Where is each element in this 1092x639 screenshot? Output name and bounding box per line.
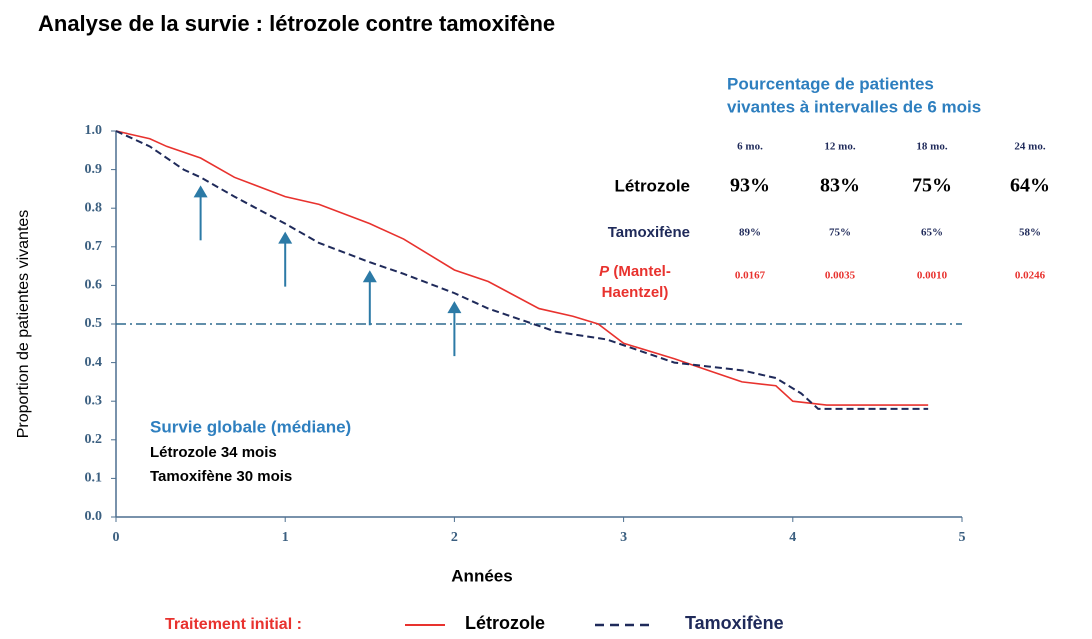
x-tick-label: 0 [113, 530, 120, 545]
row-label-line: (Mantel- [613, 263, 671, 280]
column-header: 6 mo. [737, 141, 763, 153]
x-tick-label: 3 [620, 530, 627, 545]
table-value: 58% [1019, 227, 1041, 239]
table-value: 0.0246 [1015, 270, 1046, 282]
legend-label: Létrozole [465, 613, 545, 633]
y-tick-label: 0.7 [85, 239, 103, 254]
column-header: 12 mo. [824, 141, 855, 153]
row-label-line: Haentzel) [602, 284, 669, 301]
x-tick-label: 5 [959, 530, 966, 545]
arrow-head [278, 231, 293, 244]
x-axis-label: Années [451, 566, 512, 585]
table-value: 0.0167 [735, 270, 766, 282]
table-title: vivantes à intervalles de 6 mois [727, 97, 981, 116]
median-title: Survie globale (médiane) [150, 417, 351, 436]
p-label: P [599, 263, 610, 280]
table-value: 0.0010 [917, 270, 948, 282]
row-label: Tamoxifène [608, 224, 690, 241]
table-value: 65% [921, 227, 943, 239]
table-value: 75% [829, 227, 851, 239]
column-header: 18 mo. [916, 141, 947, 153]
table-value: 93% [730, 175, 770, 197]
row-label: P (Mantel- [599, 263, 671, 280]
table-value: 83% [820, 175, 860, 197]
table-value: 0.0035 [825, 270, 856, 282]
median-line: Létrozole 34 mois [150, 444, 277, 461]
y-axis-label: Proportion de patientes vivantes [15, 210, 32, 439]
y-tick-label: 0.4 [85, 355, 103, 370]
chart-title: Analyse de la survie : létrozole contre … [38, 11, 555, 36]
row-label: Létrozole [614, 176, 690, 195]
y-tick-label: 0.2 [85, 432, 103, 447]
x-tick-label: 4 [789, 530, 796, 545]
y-tick-label: 0.8 [85, 200, 103, 215]
legend-label: Tamoxifène [685, 613, 784, 633]
arrow-head [447, 301, 462, 314]
table-value: 64% [1010, 175, 1050, 197]
arrow-head [193, 185, 208, 198]
y-tick-label: 0.5 [85, 316, 103, 331]
table-value: 75% [912, 175, 952, 197]
survival-curve [115, 130, 929, 406]
x-tick-label: 2 [451, 530, 458, 545]
y-tick-label: 0.0 [85, 509, 103, 524]
table-title: Pourcentage de patientes [727, 74, 934, 93]
column-header: 24 mo. [1014, 141, 1045, 153]
arrow-head [362, 270, 377, 283]
y-tick-label: 0.3 [85, 393, 103, 408]
table-value: 89% [739, 227, 761, 239]
y-tick-label: 0.6 [85, 278, 103, 293]
y-tick-label: 0.1 [85, 471, 103, 486]
y-tick-label: 0.9 [85, 162, 103, 177]
median-line: Tamoxifène 30 mois [150, 468, 292, 485]
y-tick-label: 1.0 [85, 123, 103, 138]
legend-title: Traitement initial : [165, 616, 302, 633]
survival-curve [115, 130, 929, 410]
x-tick-label: 1 [282, 530, 289, 545]
